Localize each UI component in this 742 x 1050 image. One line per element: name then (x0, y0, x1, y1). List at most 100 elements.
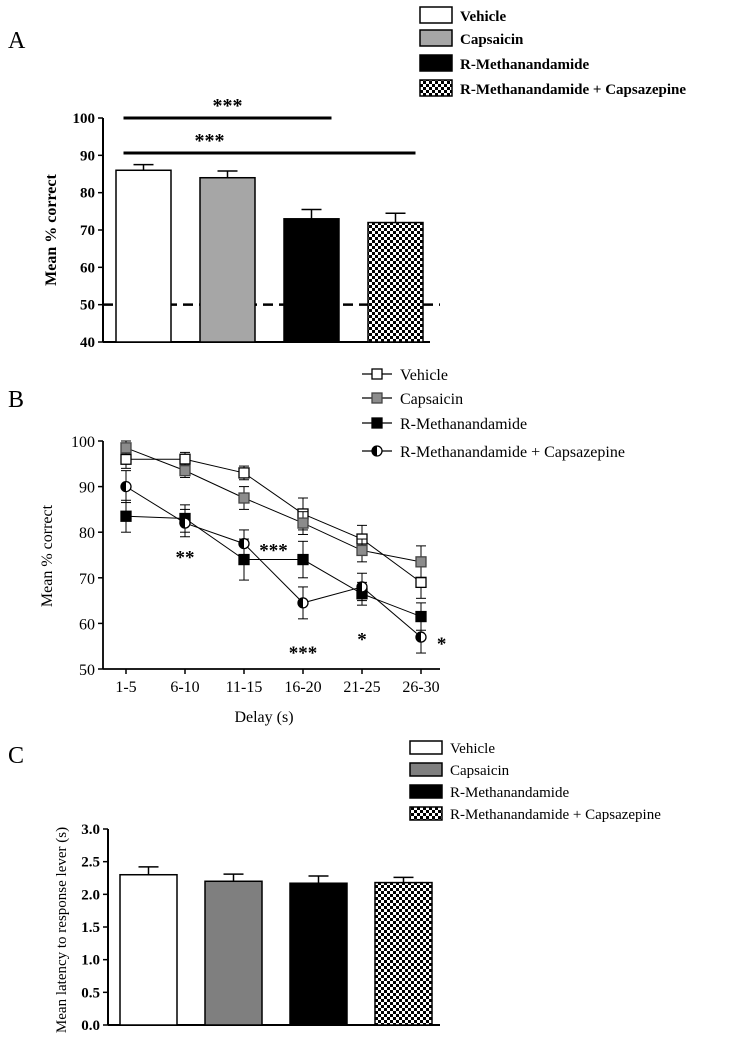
panel-label-c: C (8, 743, 24, 769)
significance-annotation: * (357, 629, 367, 650)
marker-methanandamide (120, 510, 132, 522)
marker-vehicle (371, 368, 383, 380)
series-r-methanandamide-capsazepine (120, 470, 427, 654)
legend-label-capsaicin-c: Capsaicin (450, 763, 510, 779)
panel-label-b: B (8, 387, 24, 413)
y-tick-label: 80 (80, 186, 95, 202)
bar-white (119, 873, 178, 1026)
panel-label-a: A (8, 28, 26, 54)
y-tick-label: 2.5 (81, 855, 100, 871)
panel-c-legend: Vehicle Capsaicin R-Methanandamide R-Met… (409, 740, 661, 823)
legend-swatch-capsaicin-c (409, 762, 443, 777)
marker-methanandamide-capsazepine (356, 581, 368, 593)
y-tick-label: 100 (73, 111, 96, 127)
y-tick-label: 50 (79, 662, 95, 679)
marker-methanandamide-capsazepine (371, 445, 383, 457)
legend-label: R-Methanandamide + Capsazepine (400, 444, 625, 461)
bar-black (289, 882, 348, 1026)
legend-swatch-capsaicin (419, 29, 453, 47)
y-tick-label: 1.0 (81, 953, 100, 969)
y-tick-label: 3.0 (81, 822, 100, 838)
y-tick-label: 2.0 (81, 887, 100, 903)
x-tick-label: 6-10 (170, 679, 199, 696)
marker-methanandamide (371, 417, 383, 429)
bar-white (115, 169, 172, 343)
legend-label-capsaicin: Capsaicin (460, 32, 524, 48)
series-line (125, 447, 422, 563)
marker-vehicle (238, 467, 250, 479)
marker-methanandamide (297, 553, 309, 566)
panel-a-legend: Vehicle Capsaicin R-Methanandamide R-Met… (419, 6, 686, 98)
legend-label-methanandamide: R-Methanandamide (460, 57, 590, 73)
panel-c-ylabel: Mean latency to response lever (s) (54, 827, 70, 1033)
series-r-methanandamide (120, 499, 427, 631)
significance-annotation: *** (259, 540, 288, 561)
series-line (125, 515, 422, 618)
significance-annotation: ** (176, 547, 195, 568)
marker-methanandamide-capsazepine (297, 597, 309, 609)
marker-half-fill (180, 518, 185, 529)
marker-half-fill (372, 446, 377, 456)
significance-annotation: * (437, 634, 447, 655)
y-tick-label: 80 (79, 525, 95, 542)
panel-b-chart: Mean % correct Delay (s) 50 60 70 80 90 100 1-… (39, 367, 625, 726)
marker-methanandamide (415, 610, 427, 623)
y-tick-label: 70 (79, 571, 95, 588)
panel-b-xlabel: Delay (s) (234, 709, 293, 726)
bar-checker (367, 221, 424, 343)
marker-capsaicin (356, 544, 368, 557)
y-tick-label: 0.0 (81, 1018, 100, 1034)
y-tick-label: 100 (71, 434, 95, 451)
marker-methanandamide-capsazepine (120, 480, 132, 493)
x-tick-label: 21-25 (343, 679, 380, 696)
legend-label-vehicle: Vehicle (460, 9, 506, 25)
panel-c-chart: Vehicle Capsaicin R-Methanandamide R-Met… (54, 740, 661, 1034)
y-tick-label: 60 (80, 260, 95, 276)
marker-capsaicin (238, 492, 250, 504)
legend-swatch-methanandamide-c (409, 784, 443, 799)
marker-capsaicin (297, 517, 309, 529)
y-tick-label: 70 (80, 223, 95, 239)
y-tick-label: 60 (79, 616, 95, 633)
y-tick-label: 1.5 (81, 920, 100, 936)
legend-swatch-methanandamide (419, 54, 453, 72)
marker-methanandamide-capsazepine (415, 631, 427, 643)
x-tick-label: 11-15 (226, 679, 263, 696)
x-tick-label: 1-5 (115, 679, 136, 696)
marker-half-fill (416, 632, 421, 643)
panel-a-ylabel: Mean % correct (43, 174, 60, 286)
y-tick-label: 90 (79, 480, 95, 497)
bar-checker (374, 881, 433, 1026)
marker-half-fill (298, 597, 303, 608)
panel-a-chart: Vehicle Capsaicin R-Methanandamide R-Met… (43, 6, 686, 351)
panel-b-ylabel: Mean % correct (39, 504, 56, 607)
bar-black (283, 218, 340, 343)
legend-label-methanandamide-capsazepine-c: R-Methanandamide + Capsazepine (450, 807, 661, 823)
y-tick-label: 40 (80, 335, 95, 351)
marker-vehicle (415, 576, 427, 589)
panel-b-legend: Vehicle Capsaicin R-Methanandamide R-Methan… (362, 367, 625, 461)
bar-gray (199, 176, 256, 343)
legend-label: R-Methanandamide (400, 416, 527, 433)
legend-swatch-vehicle-c (409, 740, 443, 755)
marker-half-fill (121, 481, 126, 492)
legend-label: Capsaicin (400, 391, 463, 408)
marker-capsaicin (415, 556, 427, 568)
y-tick-label: 50 (80, 298, 95, 314)
legend-swatch-methanandamide-capsazepine-c (409, 806, 443, 821)
series-capsaicin (120, 440, 427, 579)
y-tick-label: 90 (80, 148, 95, 164)
legend-label-methanandamide-capsazepine: R-Methanandamide + Capsazepine (460, 82, 686, 98)
marker-half-fill (239, 538, 244, 549)
legend-label: Vehicle (400, 367, 448, 384)
y-tick-label: 0.5 (81, 985, 100, 1001)
marker-capsaicin (120, 442, 132, 454)
legend-swatch-methanandamide-capsazepine (419, 79, 453, 97)
legend-label-vehicle-c: Vehicle (450, 741, 495, 757)
legend-label-methanandamide-c: R-Methanandamide (450, 785, 569, 801)
marker-vehicle (120, 453, 132, 465)
series-vehicle (120, 449, 427, 599)
significance-label: *** (213, 95, 243, 117)
x-tick-label: 26-30 (402, 679, 439, 696)
